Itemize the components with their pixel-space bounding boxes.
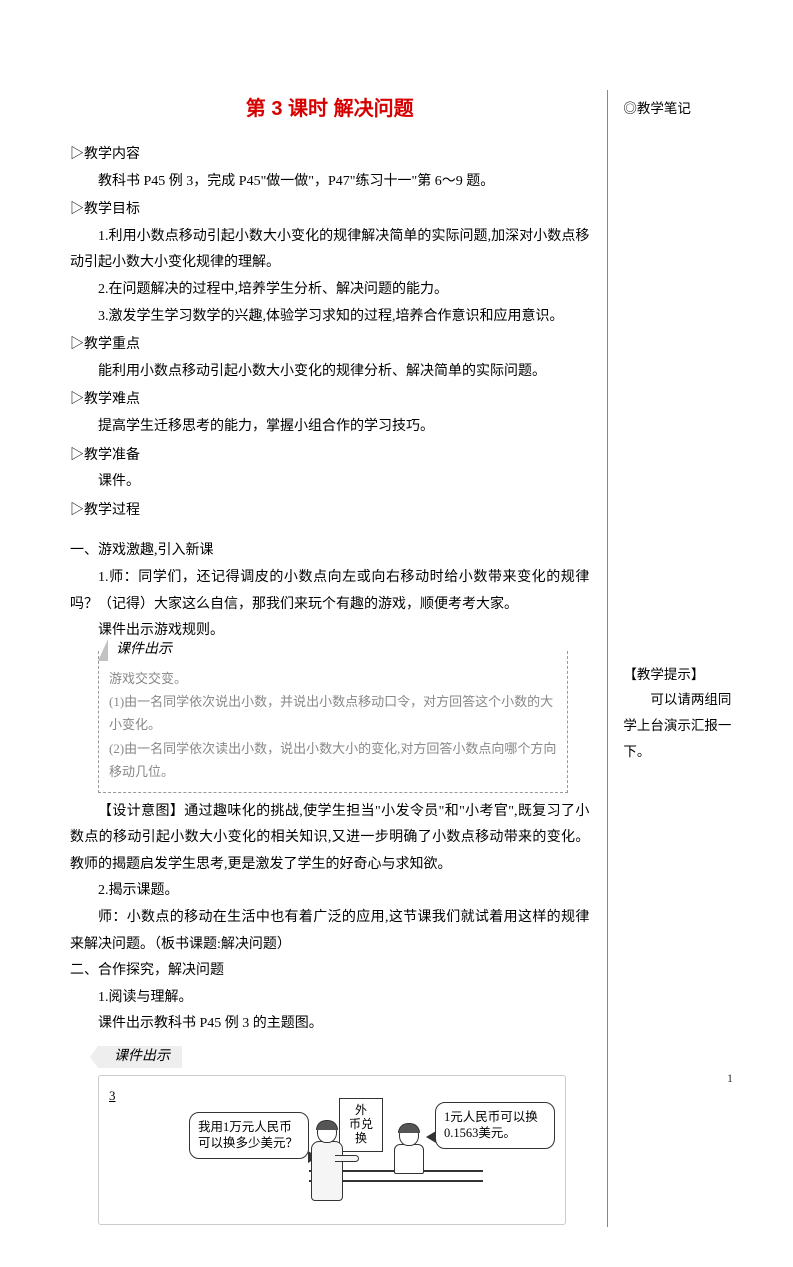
section-diff-head: ▷教学难点 [70,387,589,414]
callout-line-1: (1)由一名同学依次说出小数，并说出小数点移动口令，对方回答这个小数的大小变化。 [109,690,557,737]
teaching-tip-body: 可以请两组同学上台演示汇报一下。 [623,687,743,764]
teaching-tip: 【教学提示】 可以请两组同学上台演示汇报一下。 [623,662,743,765]
teller-figure [389,1124,429,1180]
part1-p3: 2.揭示课题。 [70,878,589,905]
callout-game-rules: 课件出示 游戏交交变。 (1)由一名同学依次说出小数，并说出小数点移动口令，对方… [98,651,568,793]
lesson-title: 第 3 课时 解决问题 [70,90,589,128]
page-number: 1 [727,1067,733,1090]
part1-heading: 一、游戏激趣,引入新课 [70,538,589,565]
section-prep-body: 课件。 [70,469,589,496]
section-focus-head: ▷教学重点 [70,332,589,359]
callout-line-2: (2)由一名同学依次读出小数，说出小数大小的变化,对方回答小数点向哪个方向移动几… [109,737,557,784]
callout2-tab: 课件出示 [98,1046,182,1068]
section-diff-body: 提高学生迁移思考的能力，掌握小组合作的学习技巧。 [70,414,589,441]
exchange-illustration: 3 我用1万元人民币可以换多少美元？ 外 币兑 换 [98,1075,566,1225]
design-intent: 【设计意图】通过趣味化的挑战,使学生担当"小发令员"和"小考官",既复习了小数点… [70,799,589,879]
section-goal-head: ▷教学目标 [70,197,589,224]
sign-line-1: 外 [340,1103,382,1117]
customer-figure [307,1121,347,1216]
part1-p1: 1.师：同学们，还记得调皮的小数点向左或向右移动时给小数带来变化的规律吗？（记得… [70,565,589,618]
section-focus-body: 能利用小数点移动引起小数大小变化的规律分析、解决简单的实际问题。 [70,359,589,386]
speech-bubble-right: 1元人民币可以换0.1563美元。 [435,1102,555,1150]
section-prep-head: ▷教学准备 [70,443,589,470]
part1-p4: 师：小数点的移动在生活中也有着广泛的应用,这节课我们就试着用这样的规律来解决问题… [70,905,589,958]
callout-tab: 课件出示 [98,639,186,661]
callout-line-0: 游戏交交变。 [109,667,557,690]
teaching-tip-head: 【教学提示】 [623,662,743,688]
goal-1: 1.利用小数点移动引起小数大小变化的规律解决简单的实际问题,加深对小数点移动引起… [70,224,589,277]
section-content-head: ▷教学内容 [70,142,589,169]
part2-heading: 二、合作探究，解决问题 [70,958,589,985]
section-proc-head: ▷教学过程 [70,498,589,525]
goal-2: 2.在问题解决的过程中,培养学生分析、解决问题的能力。 [70,277,589,304]
part2-p2: 课件出示教科书 P45 例 3 的主题图。 [70,1011,589,1038]
example-number: 3 [109,1088,116,1103]
main-column: 第 3 课时 解决问题 ▷教学内容 教科书 P45 例 3，完成 P45"做一做… [70,90,608,1227]
goal-3: 3.激发学生学习数学的兴趣,体验学习求知的过程,培养合作意识和应用意识。 [70,304,589,331]
part2-p1: 1.阅读与理解。 [70,985,589,1012]
callout-illustration: 课件出示 3 我用1万元人民币可以换多少美元？ 外 币兑 换 [98,1044,568,1225]
side-column: ◎教学笔记 【教学提示】 可以请两组同学上台演示汇报一下。 [623,90,743,1227]
section-content-body: 教科书 P45 例 3，完成 P45"做一做"，P47"练习十一"第 6～9 题… [70,169,589,196]
speech-bubble-left: 我用1万元人民币可以换多少美元？ [189,1112,309,1160]
teaching-notes-label: ◎教学笔记 [623,96,743,122]
